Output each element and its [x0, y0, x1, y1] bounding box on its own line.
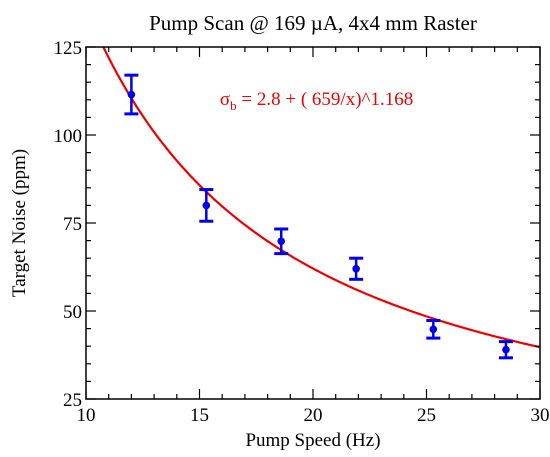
data-point	[274, 227, 289, 256]
point-marker	[277, 237, 286, 246]
x-tick-label: 20	[304, 405, 323, 426]
x-tick-label: 15	[190, 405, 209, 426]
sigma-subscript: b	[230, 98, 237, 113]
fit-curve	[102, 47, 540, 349]
fit-equation-annotation: σb = 2.8 + ( 659/x)^1.168	[220, 89, 413, 113]
x-tick-label: 10	[77, 405, 96, 426]
point-marker	[127, 90, 136, 99]
point-marker	[429, 325, 438, 334]
data-point	[426, 319, 441, 340]
x-tick-label: 30	[531, 405, 550, 426]
point-marker	[352, 264, 360, 273]
chart-title: Pump Scan @ 169 µA, 4x4 mm Raster	[149, 11, 477, 35]
point-marker	[202, 201, 211, 210]
x-axis-label: Pump Speed (Hz)	[245, 430, 380, 451]
data-points-layer	[124, 73, 513, 360]
y-tick-label: 100	[54, 126, 83, 147]
y-tick-label: 75	[63, 214, 82, 235]
x-tick-label: 25	[417, 405, 436, 426]
y-tick-label: 50	[63, 302, 82, 323]
x-axis-ticks: 10 15 20 25 30	[77, 47, 550, 426]
data-point	[498, 340, 513, 360]
point-marker	[502, 345, 510, 354]
fit-equation-text: = 2.8 + ( 659/x)^1.168	[237, 89, 414, 110]
y-tick-label: 125	[54, 38, 83, 59]
y-axis-ticks: 25 50 75 100 125	[54, 38, 540, 411]
fit-layer	[102, 47, 540, 349]
data-point	[199, 188, 214, 223]
data-point	[124, 73, 139, 116]
y-tick-label: 25	[63, 390, 82, 411]
data-point	[349, 256, 364, 281]
sigma-symbol: σ	[220, 89, 230, 110]
y-axis-label: Target Noise (ppm)	[9, 149, 30, 297]
plot-area: 10 15 20 25 30 25 50 75 100 125	[54, 38, 550, 426]
